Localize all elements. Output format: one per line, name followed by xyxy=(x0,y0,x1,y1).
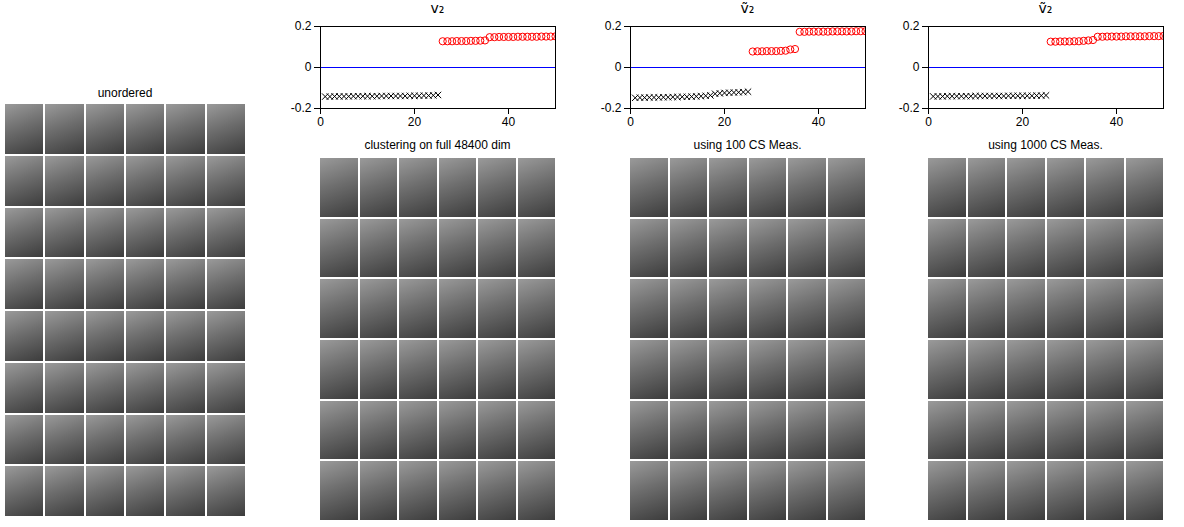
svg-text:0: 0 xyxy=(925,115,932,129)
html-text:clustering on full 48400 dim: clustering on full 48400 dim xyxy=(364,138,511,152)
svg-text:20: 20 xyxy=(718,115,732,129)
svg-text:0: 0 xyxy=(913,60,920,74)
html-text:unordered: unordered xyxy=(97,86,153,100)
html-text:using 100 CS Meas.: using 100 CS Meas. xyxy=(693,138,802,152)
svg-text:40: 40 xyxy=(812,115,826,129)
svg-text:0: 0 xyxy=(627,115,634,129)
svg-text:-0.2: -0.2 xyxy=(291,101,312,115)
svg-text:40: 40 xyxy=(502,115,516,129)
svg-text:0: 0 xyxy=(305,60,312,74)
svg-text:0.2: 0.2 xyxy=(605,19,622,33)
html-text:ṽ₂: ṽ₂ xyxy=(740,0,755,16)
svg-text:0.2: 0.2 xyxy=(295,19,312,33)
html-text:ṽ₂: ṽ₂ xyxy=(1038,0,1053,16)
svg-text:20: 20 xyxy=(408,115,422,129)
html-text:v₂: v₂ xyxy=(430,0,445,16)
svg-text:0: 0 xyxy=(615,60,622,74)
html-text:using 1000 CS Meas.: using 1000 CS Meas. xyxy=(988,138,1103,152)
svg-text:0.2: 0.2 xyxy=(903,19,920,33)
svg-text:20: 20 xyxy=(1016,115,1030,129)
svg-text:-0.2: -0.2 xyxy=(899,101,920,115)
svg-text:-0.2: -0.2 xyxy=(601,101,622,115)
svg-text:40: 40 xyxy=(1110,115,1124,129)
svg-text:0: 0 xyxy=(317,115,324,129)
